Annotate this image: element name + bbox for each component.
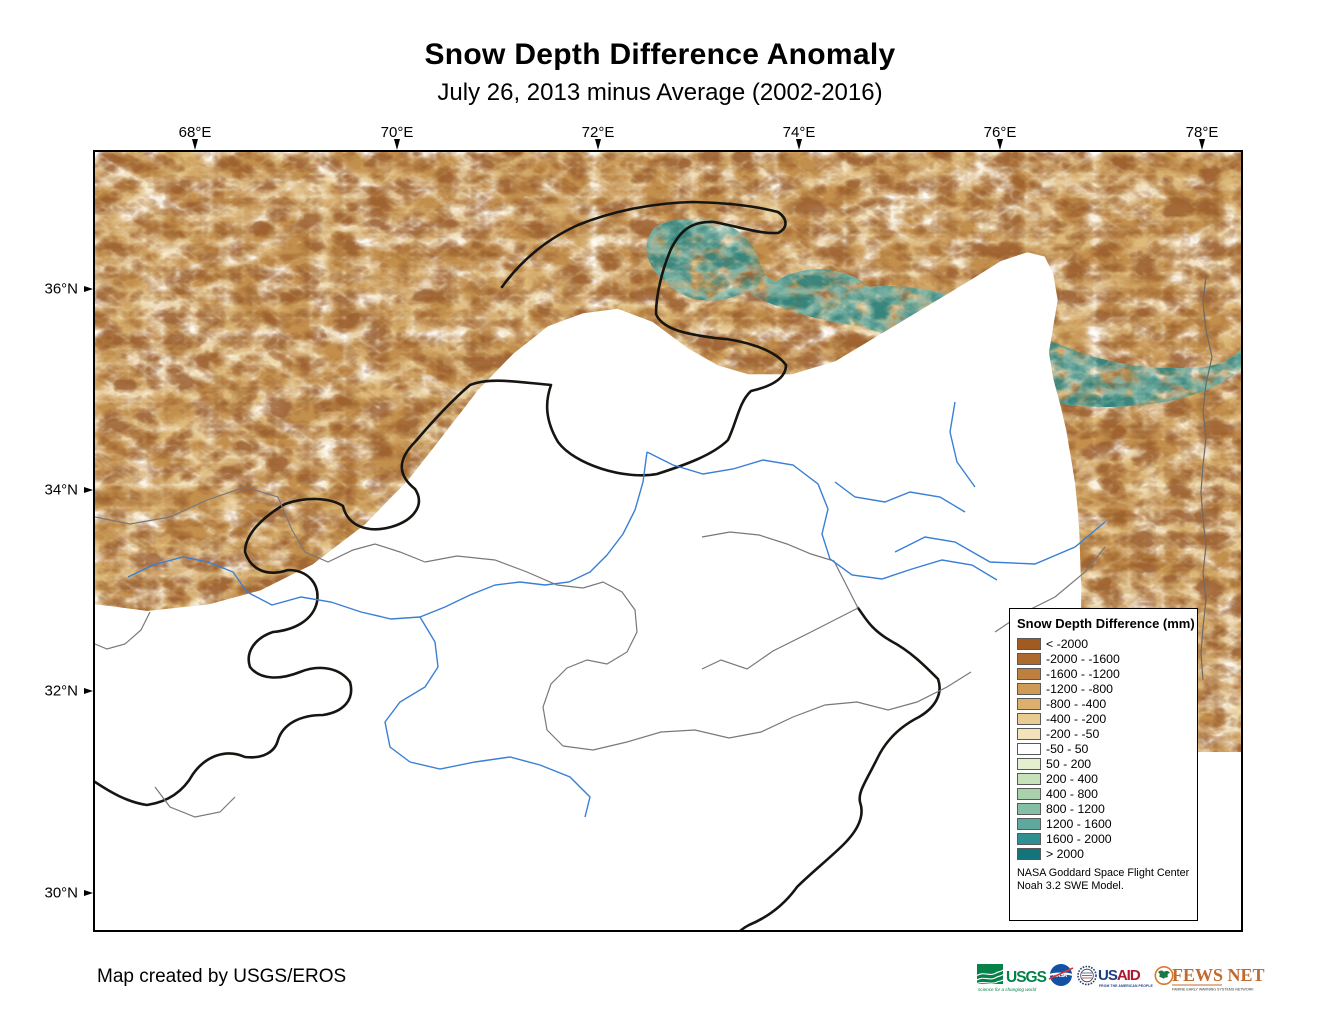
svg-text:FEWS NET: FEWS NET	[1172, 965, 1265, 985]
svg-text:science for a changing world: science for a changing world	[978, 987, 1037, 992]
svg-text:USAID: USAID	[1098, 967, 1141, 984]
svg-text:FAMINE EARLY WARNING SYSTEMS N: FAMINE EARLY WARNING SYSTEMS NETWORK	[1172, 988, 1254, 992]
svg-text:USGS: USGS	[1006, 969, 1047, 986]
svg-text:FROM THE AMERICAN PEOPLE: FROM THE AMERICAN PEOPLE	[1099, 984, 1154, 988]
